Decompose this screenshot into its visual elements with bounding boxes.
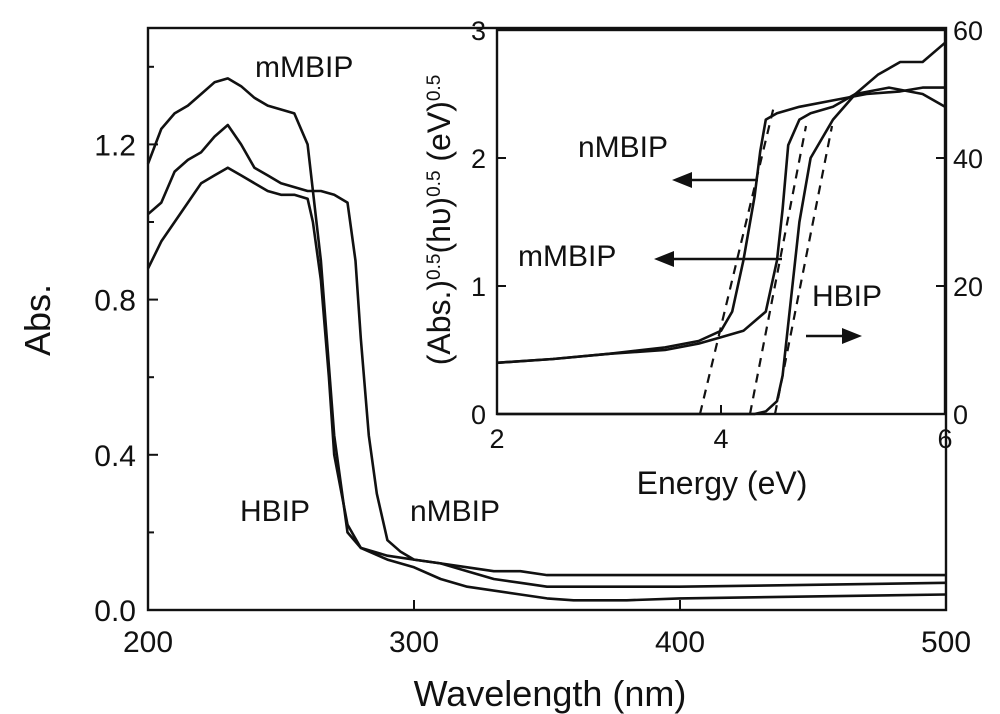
main-x-tick-label: 500 <box>921 626 971 659</box>
main-x-axis: 200 300 400 500 <box>123 600 971 659</box>
inset-left-y-tick-label: 3 <box>471 16 486 46</box>
main-series-nmbip <box>147 123 947 588</box>
inset-left-y-axis: 0 1 2 3 <box>471 16 506 430</box>
inset-left-y-tick-label: 2 <box>471 144 486 174</box>
inset-label-hbip: HBIP <box>812 280 882 313</box>
inset-x-tick-label: 2 <box>489 424 504 454</box>
main-y-tick-label: 0.8 <box>94 285 136 318</box>
inset-series-mmbip <box>496 86 946 365</box>
inset-right-y-tick-label: 0 <box>953 400 968 430</box>
inset-right-y-tick-label: 40 <box>953 144 983 174</box>
inset-left-y-tick-label: 0 <box>471 400 486 430</box>
main-label-nmbip: nMBIP <box>410 495 500 528</box>
main-y-axis-title: Abs. <box>17 284 58 356</box>
main-x-tick-label: 300 <box>389 626 439 659</box>
inset-x-axis: 2 4 6 <box>489 405 953 454</box>
main-chart: 200 300 400 500 0.00.40.81.2 Wavelength (nm… <box>17 26 971 714</box>
inset-series-hbip <box>497 41 946 416</box>
inset-arrows <box>654 172 862 344</box>
arrow-hbip-head-icon <box>842 328 862 344</box>
main-x-tick-label: 200 <box>123 626 173 659</box>
main-series-mmbip <box>146 77 946 577</box>
fit-line-hbip <box>773 125 834 415</box>
main-y-tick-label: 0.0 <box>94 595 136 628</box>
inset-chart: 2 4 6 0 1 2 3 0 20 40 60 Energy (eV) (Abs.)0.5(h… <box>421 16 983 501</box>
main-y-tick-label: 1.2 <box>94 129 136 162</box>
inset-right-y-axis: 0 20 40 60 <box>936 16 983 430</box>
main-x-axis-title: Wavelength (nm) <box>414 673 687 714</box>
main-label-hbip: HBIP <box>240 495 310 528</box>
main-y-tick-label: 0.4 <box>94 440 136 473</box>
inset-background <box>497 30 945 414</box>
inset-x-tick-label: 6 <box>937 424 952 454</box>
arrow-nmbip-head-icon <box>672 172 692 188</box>
inset-label-nmbip: nMBIP <box>578 131 668 164</box>
main-x-tick-label: 400 <box>655 626 705 659</box>
arrow-mmbip-head-icon <box>654 251 674 267</box>
inset-x-tick-label: 4 <box>713 424 728 454</box>
main-curves <box>146 77 947 602</box>
main-label-mmbip: mMBIP <box>255 51 353 84</box>
inset-right-y-tick-label: 20 <box>953 272 983 302</box>
fit-line-nmbip <box>698 105 776 415</box>
inset-right-y-tick-label: 60 <box>953 16 983 46</box>
inset-x-axis-title: Energy (eV) <box>637 465 808 501</box>
main-y-axis: 0.0 0.4 0.8 1.2 <box>94 65 158 628</box>
main-series-hbip <box>146 166 947 602</box>
fit-line-mmbip <box>748 125 808 415</box>
inset-label-mmbip: mMBIP <box>518 240 616 273</box>
inset-left-y-tick-label: 1 <box>471 272 486 302</box>
inset-fit-lines <box>698 105 834 415</box>
inset-y-axis-title: (Abs.)0.5(hυ)0.5 (eV)0.5 <box>421 75 457 366</box>
